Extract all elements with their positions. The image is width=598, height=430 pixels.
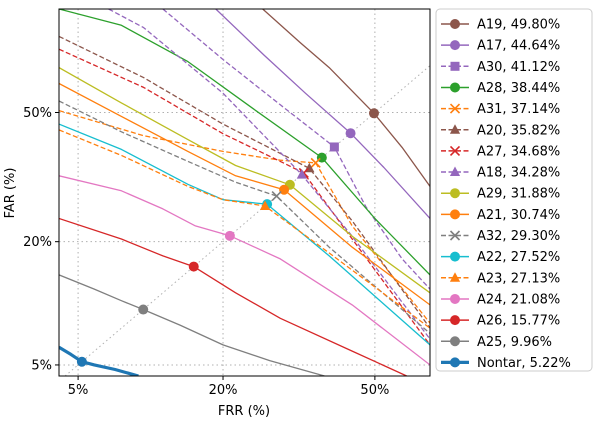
- legend-label-a30: A30, 41.12%: [477, 60, 560, 75]
- legend-label-a27: A27, 34.68%: [477, 144, 560, 159]
- legend-marker-a18: [449, 166, 461, 177]
- legend-marker-a32: [449, 230, 461, 241]
- legend-marker-a20: [449, 124, 461, 134]
- legend-marker-a17: [450, 40, 460, 51]
- eer-marker-a19: [368, 108, 379, 119]
- legend-label-a22: A22, 27.52%: [477, 250, 560, 265]
- y-tick-label: 50%: [23, 106, 52, 121]
- legend-label-a17: A17, 44.64%: [477, 39, 560, 54]
- series-line-a21: [59, 82, 430, 306]
- legend-marker-a27: [449, 145, 461, 156]
- legend-marker-a19: [450, 19, 460, 29]
- legend-marker-a24: [450, 293, 460, 304]
- series-line-a18: [108, 9, 430, 340]
- axis-ticks: 5% 20% 50% 5% 20% 50%: [23, 106, 389, 398]
- x-tick-label: 5%: [68, 383, 89, 398]
- legend-marker-a31: [449, 103, 461, 114]
- legend-label-a25: A25, 9.96%: [477, 335, 552, 350]
- legend-label-a26: A26, 15.77%: [477, 314, 560, 329]
- series-line-nontar: [59, 345, 139, 376]
- series-line-a29: [59, 67, 430, 294]
- series-line-a31: [59, 109, 430, 324]
- plot-frame: [58, 8, 431, 377]
- eer-marker-a31: [310, 157, 321, 168]
- plot-background: [59, 9, 430, 376]
- series-line-a27: [59, 48, 430, 346]
- eer-diagonal: [64, 65, 431, 377]
- legend-label-a24: A24, 21.08%: [477, 292, 560, 307]
- legend-marker-a26: [450, 315, 460, 326]
- legend-marker-a30: [450, 61, 460, 71]
- legend-label-a21: A21, 30.74%: [477, 208, 560, 223]
- series-line-a25: [59, 274, 325, 376]
- legend-label-a28: A28, 38.44%: [477, 81, 560, 96]
- eer-marker-a32: [271, 191, 282, 202]
- legend-label-a31: A31, 37.14%: [477, 102, 560, 117]
- legend: A19, 49.80% A17, 44.64% A30, 41.12% A28, 38…: [435, 8, 593, 372]
- series-line-a22: [59, 123, 430, 346]
- y-tick-label: 20%: [23, 235, 52, 250]
- legend-marker-nontar: [450, 357, 460, 368]
- legend-label-a23: A23, 27.13%: [477, 271, 560, 286]
- eer-marker-nontar: [76, 356, 87, 367]
- series-line-a17: [215, 9, 430, 219]
- eer-marker-a18: [296, 169, 307, 179]
- eer-marker-a21: [279, 184, 290, 195]
- legend-label-nontar: Nontar, 5.22%: [477, 356, 571, 371]
- legend-marker-a29: [450, 188, 460, 199]
- legend-marker-a23: [449, 272, 461, 282]
- x-tick-label: 50%: [360, 383, 389, 398]
- legend-label-a20: A20, 35.82%: [477, 123, 560, 138]
- series-line-a19: [262, 9, 430, 187]
- legend-label-a18: A18, 34.28%: [477, 166, 560, 181]
- y-tick-label: 5%: [31, 358, 52, 373]
- legend-label-a32: A32, 29.30%: [477, 229, 560, 244]
- series-layer: [59, 9, 430, 376]
- legend-marker-a28: [450, 82, 460, 93]
- legend-marker-a25: [450, 336, 460, 347]
- grid: [59, 9, 431, 377]
- y-axis-label: FAR (%): [3, 168, 18, 219]
- legend-marker-a21: [450, 209, 460, 220]
- series-line-a32: [59, 100, 430, 334]
- x-tick-label: 20%: [209, 383, 238, 398]
- legend-frame: [435, 8, 593, 372]
- legend-label-a29: A29, 31.88%: [477, 187, 560, 202]
- eer-marker-a23: [259, 200, 271, 210]
- series-line-a28: [59, 9, 430, 276]
- x-axis-label: FRR (%): [218, 404, 270, 419]
- series-line-a23: [59, 129, 430, 329]
- series-line-a26: [59, 217, 407, 376]
- series-line-a24: [59, 175, 430, 366]
- eer-marker-a30: [329, 142, 339, 152]
- eer-marker-a25: [138, 304, 149, 315]
- series-line-a20: [59, 35, 430, 329]
- legend-label-a19: A19, 49.80%: [477, 18, 560, 33]
- legend-marker-a22: [450, 251, 460, 262]
- eer-marker-a24: [224, 230, 235, 241]
- eer-marker-a17: [345, 128, 356, 139]
- eer-marker-a26: [188, 261, 199, 272]
